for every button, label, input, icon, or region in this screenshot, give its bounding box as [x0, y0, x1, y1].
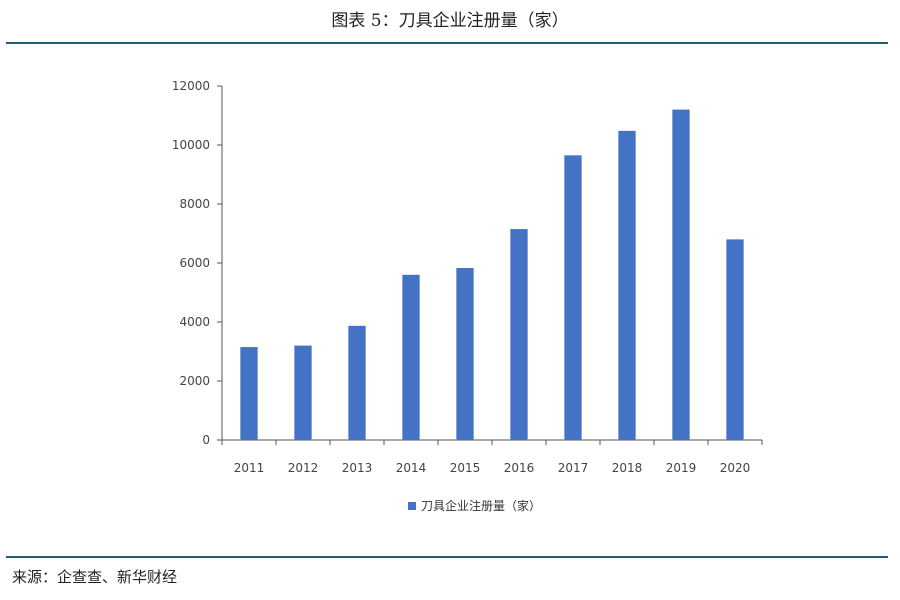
- bar-2014: [402, 274, 420, 440]
- bottom-divider: [6, 556, 888, 558]
- legend-label: 刀具企业注册量（家）: [421, 498, 541, 513]
- legend: 刀具企业注册量（家）: [408, 498, 541, 513]
- x-tick-label: 2018: [612, 461, 643, 475]
- x-tick-label: 2017: [558, 461, 589, 475]
- legend-swatch: [408, 502, 416, 510]
- y-tick-label: 4000: [179, 315, 210, 329]
- x-tick-label: 2016: [504, 461, 535, 475]
- bar-2018: [618, 130, 636, 440]
- y-tick-label: 0: [202, 433, 210, 447]
- y-tick-label: 10000: [172, 138, 210, 152]
- bar-chart: 0 2000 4000 6000 8000 10000 12000 2011 2012 2013…: [172, 79, 763, 513]
- x-tick-label: 2020: [720, 461, 751, 475]
- x-tick-label: 2012: [288, 461, 319, 475]
- source-note: 来源：企查查、新华财经: [12, 568, 178, 586]
- x-tick-label: 2015: [450, 461, 481, 475]
- y-tick-label: 8000: [179, 197, 210, 211]
- bar-2019: [672, 109, 690, 440]
- x-tick-label: 2014: [396, 461, 427, 475]
- bar-2011: [240, 347, 258, 440]
- chart-title: 图表 5：刀具企业注册量（家）: [331, 11, 569, 31]
- x-axis: 2011 2012 2013 2014 2015 2016 2017 2018 2019 2020: [221, 439, 763, 475]
- y-tick-label: 2000: [179, 374, 210, 388]
- bar-2013: [348, 325, 366, 440]
- y-tick-label: 6000: [179, 256, 210, 270]
- bar-2015: [456, 268, 474, 440]
- bar-2020: [726, 239, 744, 440]
- top-divider: [6, 42, 888, 44]
- bar-2016: [510, 229, 528, 440]
- bar-2012: [294, 345, 312, 440]
- bars: [240, 109, 744, 440]
- y-axis: 0 2000 4000 6000 8000 10000 12000: [172, 79, 223, 447]
- x-tick-label: 2019: [666, 461, 697, 475]
- x-tick-label: 2013: [342, 461, 373, 475]
- x-tick-label: 2011: [234, 461, 265, 475]
- y-tick-label: 12000: [172, 79, 210, 93]
- bar-2017: [564, 155, 582, 440]
